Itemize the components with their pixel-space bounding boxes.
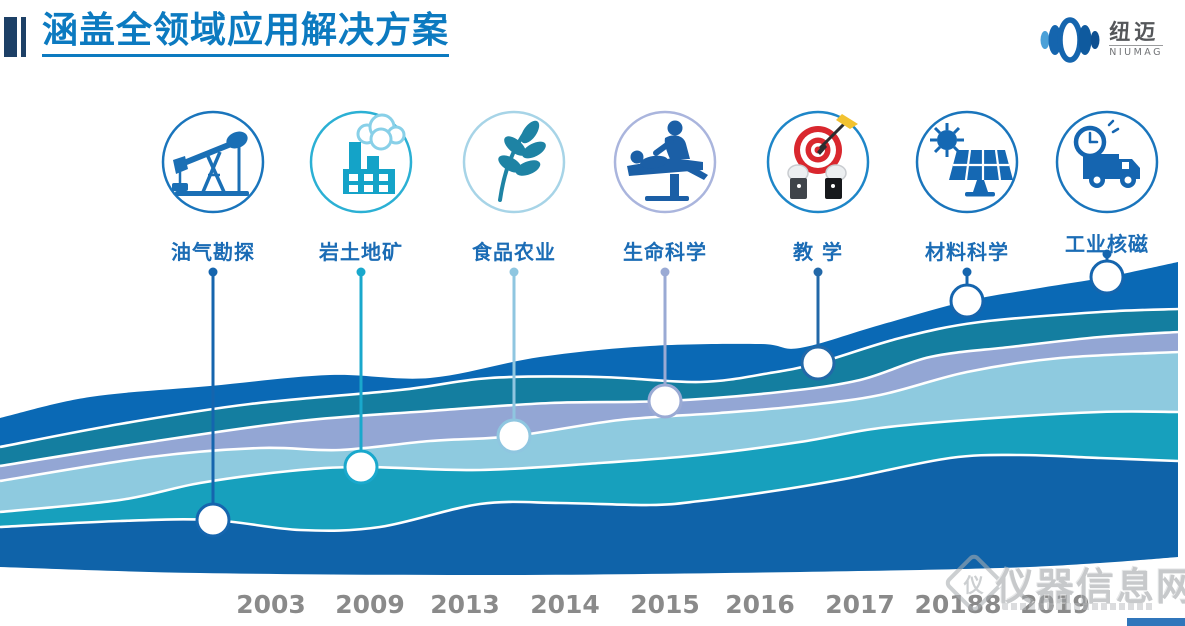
layer-separator-b3 — [0, 350, 1179, 483]
target-arrow-icon — [766, 110, 870, 214]
milestone-top-dot — [660, 267, 670, 277]
layer-medium-teal — [0, 411, 1178, 531]
application-label: 岩土地矿 — [319, 240, 403, 264]
niumag-wave-icon — [1040, 17, 1100, 63]
layer-top-dark-blue — [0, 262, 1178, 447]
x-axis-year-label: 2016 — [725, 590, 795, 619]
medical-chair-icon — [613, 110, 717, 214]
title-accent-bar-thin — [21, 17, 26, 57]
x-axis-year-label: 2003 — [236, 590, 306, 619]
application-label: 材料科学 — [925, 240, 1009, 264]
layer-bottom-dark-blue — [0, 454, 1178, 576]
layer-separator-b4 — [0, 410, 1179, 514]
x-axis-year-label: 2015 — [630, 590, 700, 619]
application-label: 油气勘探 — [171, 240, 255, 264]
milestone-top-dot — [509, 267, 519, 277]
x-axis-year-label: 2017 — [825, 590, 895, 619]
x-axis-year-label: 2014 — [530, 590, 600, 619]
watermark-subtext-blur — [1002, 603, 1154, 610]
delivery-truck-icon — [1055, 110, 1159, 214]
milestone-marker-circle — [496, 418, 532, 454]
logo-text: 纽迈 NIUMAG — [1109, 22, 1163, 58]
x-axis-year-label: 2019 — [1000, 590, 1110, 619]
application-label: 生命科学 — [623, 240, 707, 264]
solar-panel-icon — [915, 110, 1019, 214]
layer-pale-cyan — [0, 352, 1178, 512]
application-label: 教 学 — [793, 240, 843, 264]
milestone-top-dot — [208, 267, 218, 277]
milestone-marker-circle — [343, 449, 379, 485]
milestone-marker-circle — [949, 283, 985, 319]
application-label: 食品农业 — [472, 240, 556, 264]
logo-brand-cn: 纽迈 — [1109, 20, 1160, 45]
milestone-top-dot — [356, 267, 366, 277]
plant-branch-icon — [462, 110, 566, 214]
x-axis-year-label: 2009 — [335, 590, 405, 619]
application-label: 工业核磁 — [1065, 232, 1149, 256]
title-accent-bar-thick — [4, 17, 17, 57]
layer-separator-b1 — [0, 307, 1179, 449]
watermark-text: 仪器信息网 — [996, 565, 1185, 609]
header: 涵盖全领域应用解决方案 — [0, 0, 1185, 70]
niumag-logo: 纽迈 NIUMAG — [1038, 12, 1163, 68]
layer-periwinkle — [0, 332, 1178, 481]
logo-brand-en: NIUMAG — [1109, 45, 1163, 59]
corner-accent-bar — [1127, 618, 1185, 626]
milestone-marker-circle — [647, 383, 683, 419]
page-title: 涵盖全领域应用解决方案 — [42, 10, 450, 58]
oil-pump-icon — [161, 110, 265, 214]
watermark-logo-char: 仪 — [964, 572, 984, 597]
milestone-marker-circle — [1089, 259, 1125, 295]
milestone-marker-circle — [800, 345, 836, 381]
milestone-top-dot — [813, 267, 823, 277]
milestone-top-dot — [1102, 249, 1112, 259]
layer-teal — [0, 309, 1178, 466]
milestone-top-dot — [962, 267, 972, 277]
factory-icon — [309, 110, 413, 214]
x-axis-year-label: 2013 — [430, 590, 500, 619]
milestone-marker-circle — [195, 502, 231, 538]
watermark: 仪 仪器信息网 — [938, 550, 1185, 622]
x-axis-year-label: 20188 — [914, 590, 1002, 619]
